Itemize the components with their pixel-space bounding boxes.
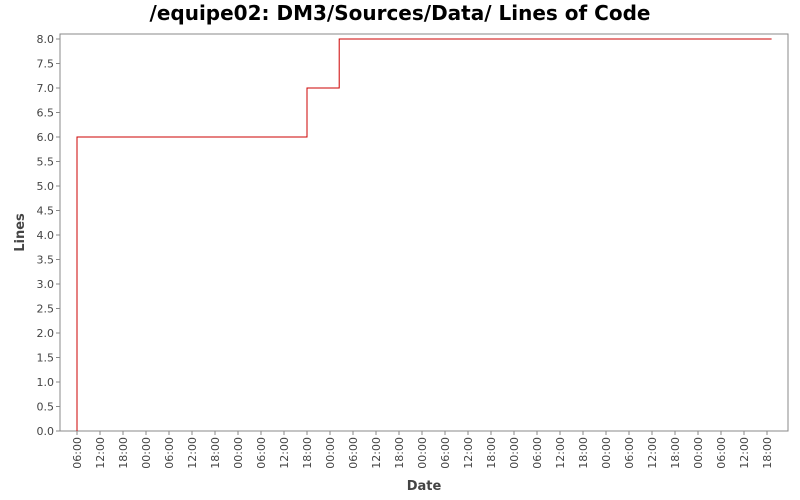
y-tick-label: 6.5 [37,107,55,120]
x-tick-label: 06:00 [439,437,452,469]
y-tick-label: 7.0 [37,82,55,95]
x-tick-label: 00:00 [232,437,245,469]
y-axis-label: Lines [13,213,28,252]
x-tick-label: 12:00 [370,437,383,469]
y-tick-label: 6.0 [37,131,55,144]
x-tick-label: 12:00 [554,437,567,469]
y-tick-label: 3.5 [37,254,55,267]
x-tick-label: 06:00 [163,437,176,469]
x-tick-label: 00:00 [692,437,705,469]
x-tick-label: 00:00 [324,437,337,469]
y-tick-label: 0.5 [37,401,55,414]
x-tick-label: 06:00 [255,437,268,469]
y-tick-label: 4.0 [37,229,55,242]
x-tick-label: 06:00 [531,437,544,469]
y-tick-label: 2.5 [37,303,55,316]
x-tick-label: 06:00 [71,437,84,469]
x-tick-label: 00:00 [416,437,429,469]
x-tick-label: 06:00 [347,437,360,469]
y-tick-label: 8.0 [37,33,55,46]
x-axis: 06:00 12:00 18:00 00:00 06:00 12:00 18:00 00:00… [71,431,774,469]
series-layer [76,38,772,431]
chart-title: /equipe02: DM3/Sources/Data/ Lines of Co… [150,1,651,25]
x-tick-label: 12:00 [462,437,475,469]
x-tick-label: 18:00 [485,437,498,469]
x-tick-label: 18:00 [393,437,406,469]
x-tick-label: 18:00 [301,437,314,469]
x-axis-label: Date [407,479,442,494]
x-tick-label: 18:00 [209,437,222,469]
y-tick-label: 0.0 [37,425,55,438]
y-tick-label: 7.5 [37,58,55,71]
x-tick-label: 12:00 [94,437,107,469]
x-tick-label: 06:00 [715,437,728,469]
y-tick-label: 5.5 [37,156,55,169]
x-tick-label: 18:00 [761,437,774,469]
x-tick-label: 18:00 [117,437,130,469]
x-tick-label: 06:00 [623,437,636,469]
y-tick-label: 5.0 [37,180,55,193]
x-tick-label: 00:00 [508,437,521,469]
x-tick-label: 00:00 [600,437,613,469]
x-tick-label: 00:00 [140,437,153,469]
x-tick-label: 12:00 [186,437,199,469]
x-tick-label: 12:00 [646,437,659,469]
series-line [76,38,772,431]
y-tick-label: 1.5 [37,352,55,365]
x-tick-label: 18:00 [577,437,590,469]
x-tick-label: 12:00 [278,437,291,469]
x-tick-label: 18:00 [669,437,682,469]
y-tick-label: 1.0 [37,376,55,389]
y-tick-label: 3.0 [37,278,55,291]
y-tick-label: 2.0 [37,327,55,340]
y-tick-label: 4.5 [37,205,55,218]
plot-area [59,33,789,432]
x-tick-label: 12:00 [738,437,751,469]
y-axis: 0.0 0.5 1.0 1.5 2.0 2.5 3.0 3.5 4.0 4.5 5.0 5.5 6.0 6… [37,33,60,438]
